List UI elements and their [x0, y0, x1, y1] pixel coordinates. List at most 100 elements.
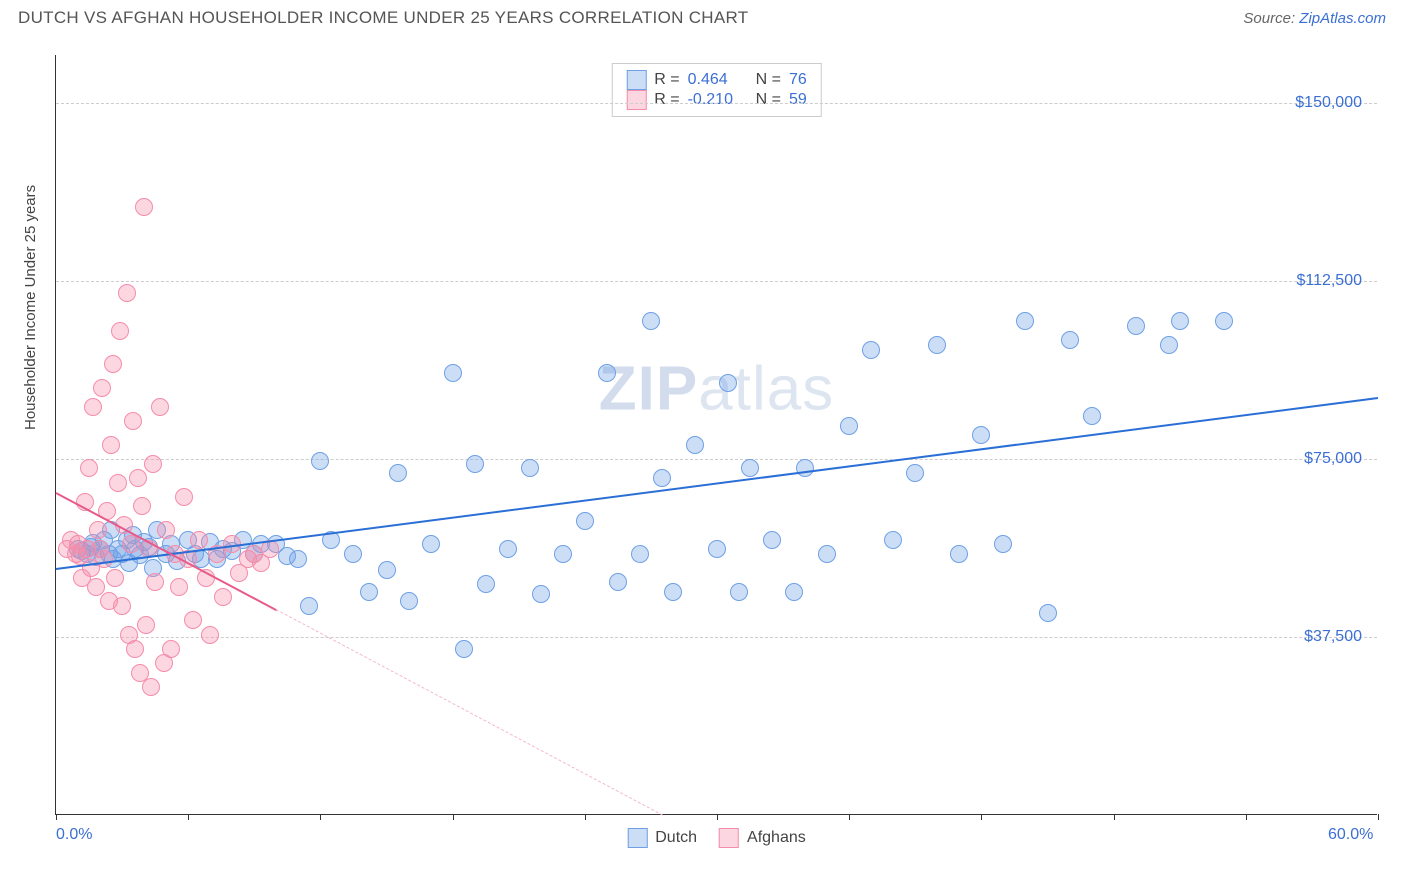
scatter-point-afghans — [87, 578, 105, 596]
gridline-h — [56, 637, 1377, 638]
x-tick-label: 60.0% — [1328, 826, 1373, 844]
scatter-point-afghans — [95, 550, 113, 568]
scatter-point-dutch — [344, 545, 362, 563]
scatter-point-afghans — [84, 398, 102, 416]
gridline-h — [56, 103, 1377, 104]
scatter-point-dutch — [950, 545, 968, 563]
swatch-dutch — [626, 70, 646, 90]
scatter-point-dutch — [1171, 312, 1189, 330]
scatter-point-dutch — [928, 336, 946, 354]
source-link[interactable]: ZipAtlas.com — [1299, 10, 1386, 27]
x-tick-mark — [585, 814, 586, 820]
legend-label-afghans: Afghans — [747, 829, 806, 847]
scatter-point-afghans — [142, 678, 160, 696]
scatter-point-dutch — [763, 531, 781, 549]
x-tick-mark — [453, 814, 454, 820]
scatter-point-dutch — [521, 459, 539, 477]
swatch-afghans — [626, 90, 646, 110]
scatter-point-afghans — [157, 521, 175, 539]
scatter-point-afghans — [146, 573, 164, 591]
y-tick-label: $150,000 — [1295, 94, 1362, 112]
scatter-point-dutch — [884, 531, 902, 549]
x-tick-mark — [1246, 814, 1247, 820]
scatter-point-dutch — [1127, 317, 1145, 335]
swatch-dutch — [627, 828, 647, 848]
chart-header: DUTCH VS AFGHAN HOUSEHOLDER INCOME UNDER… — [0, 0, 1406, 36]
swatch-afghans — [719, 828, 739, 848]
scatter-point-dutch — [994, 535, 1012, 553]
y-tick-label: $37,500 — [1304, 628, 1362, 646]
scatter-point-afghans — [93, 379, 111, 397]
scatter-point-dutch — [499, 540, 517, 558]
scatter-chart: ZIPatlas R = 0.464 N = 76 R = -0.210 N =… — [55, 55, 1377, 815]
r-value-dutch: 0.464 — [688, 71, 748, 89]
scatter-point-afghans — [162, 640, 180, 658]
scatter-point-dutch — [311, 452, 329, 470]
scatter-point-afghans — [80, 459, 98, 477]
scatter-point-dutch — [389, 464, 407, 482]
x-tick-mark — [1378, 814, 1379, 820]
scatter-point-afghans — [106, 569, 124, 587]
x-tick-mark — [1114, 814, 1115, 820]
series-legend: Dutch Afghans — [627, 828, 806, 848]
scatter-point-dutch — [972, 426, 990, 444]
scatter-point-dutch — [862, 341, 880, 359]
scatter-point-dutch — [400, 592, 418, 610]
scatter-point-afghans — [151, 398, 169, 416]
scatter-point-afghans — [144, 455, 162, 473]
scatter-point-dutch — [730, 583, 748, 601]
scatter-point-afghans — [111, 322, 129, 340]
scatter-point-dutch — [708, 540, 726, 558]
watermark: ZIPatlas — [599, 353, 834, 424]
scatter-point-afghans — [122, 535, 140, 553]
gridline-h — [56, 281, 1377, 282]
r-label: R = — [654, 71, 679, 89]
legend-row-dutch: R = 0.464 N = 76 — [626, 70, 806, 90]
scatter-point-afghans — [124, 412, 142, 430]
scatter-point-dutch — [422, 535, 440, 553]
legend-row-afghans: R = -0.210 N = 59 — [626, 90, 806, 110]
scatter-point-dutch — [554, 545, 572, 563]
correlation-legend: R = 0.464 N = 76 R = -0.210 N = 59 — [611, 63, 821, 117]
scatter-point-dutch — [631, 545, 649, 563]
scatter-point-dutch — [664, 583, 682, 601]
scatter-point-dutch — [455, 640, 473, 658]
scatter-point-dutch — [1215, 312, 1233, 330]
scatter-point-afghans — [135, 198, 153, 216]
scatter-point-dutch — [642, 312, 660, 330]
scatter-point-dutch — [653, 469, 671, 487]
source-attribution: Source: ZipAtlas.com — [1243, 10, 1386, 27]
scatter-point-dutch — [906, 464, 924, 482]
x-tick-mark — [717, 814, 718, 820]
scatter-point-dutch — [532, 585, 550, 603]
scatter-point-afghans — [175, 488, 193, 506]
scatter-point-dutch — [1160, 336, 1178, 354]
x-tick-mark — [188, 814, 189, 820]
scatter-point-afghans — [201, 626, 219, 644]
scatter-point-afghans — [133, 497, 151, 515]
legend-item-afghans: Afghans — [719, 828, 806, 848]
chart-title: DUTCH VS AFGHAN HOUSEHOLDER INCOME UNDER… — [18, 8, 748, 28]
scatter-point-dutch — [719, 374, 737, 392]
scatter-point-dutch — [1061, 331, 1079, 349]
scatter-point-dutch — [741, 459, 759, 477]
scatter-point-dutch — [576, 512, 594, 530]
scatter-point-dutch — [609, 573, 627, 591]
x-tick-label: 0.0% — [56, 826, 92, 844]
x-tick-mark — [849, 814, 850, 820]
scatter-point-afghans — [170, 578, 188, 596]
gridline-h — [56, 459, 1377, 460]
scatter-point-dutch — [840, 417, 858, 435]
source-prefix: Source: — [1243, 10, 1299, 27]
trend-line — [276, 609, 664, 816]
scatter-point-afghans — [113, 597, 131, 615]
scatter-point-dutch — [1016, 312, 1034, 330]
scatter-point-afghans — [102, 436, 120, 454]
scatter-point-afghans — [214, 588, 232, 606]
x-tick-mark — [981, 814, 982, 820]
x-tick-mark — [320, 814, 321, 820]
scatter-point-afghans — [126, 640, 144, 658]
scatter-point-dutch — [785, 583, 803, 601]
n-value-afghans: 59 — [789, 91, 807, 109]
scatter-point-dutch — [686, 436, 704, 454]
